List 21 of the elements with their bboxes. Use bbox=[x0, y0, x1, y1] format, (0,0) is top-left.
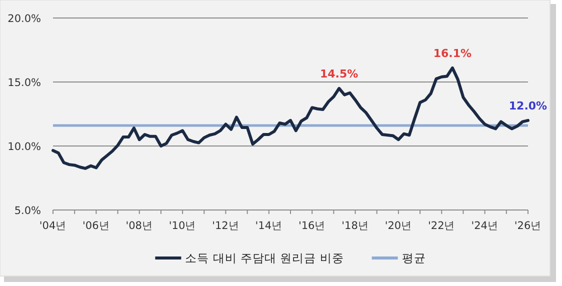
x-tick-label: '06년 bbox=[82, 220, 110, 232]
legend-label: 소득 대비 주담대 원리금 비중 bbox=[185, 251, 344, 265]
y-tick-label: 5.0% bbox=[14, 205, 42, 217]
x-tick-label: '22년 bbox=[428, 220, 456, 232]
x-tick-label: '04년 bbox=[39, 220, 67, 232]
x-tick-label: '12년 bbox=[212, 220, 240, 232]
legend-label: 평균 bbox=[402, 251, 426, 265]
x-tick-label: '18년 bbox=[342, 220, 369, 232]
x-tick-label: '20년 bbox=[384, 220, 412, 232]
annotation: 14.5% bbox=[320, 67, 358, 80]
annotation: 16.1% bbox=[433, 46, 472, 60]
x-tick-label: '08년 bbox=[126, 220, 153, 232]
x-tick-label: '10년 bbox=[168, 220, 196, 232]
y-tick-label: 20.0% bbox=[8, 13, 42, 25]
y-tick-label: 15.0% bbox=[8, 77, 42, 89]
y-tick-label: 10.0% bbox=[8, 141, 42, 153]
x-tick-label: '14년 bbox=[255, 220, 283, 232]
x-tick-label: '26년 bbox=[514, 220, 542, 232]
x-tick-label: '24년 bbox=[471, 220, 498, 232]
annotation: 12.0% bbox=[508, 99, 548, 112]
x-tick-label: '16년 bbox=[298, 220, 326, 232]
